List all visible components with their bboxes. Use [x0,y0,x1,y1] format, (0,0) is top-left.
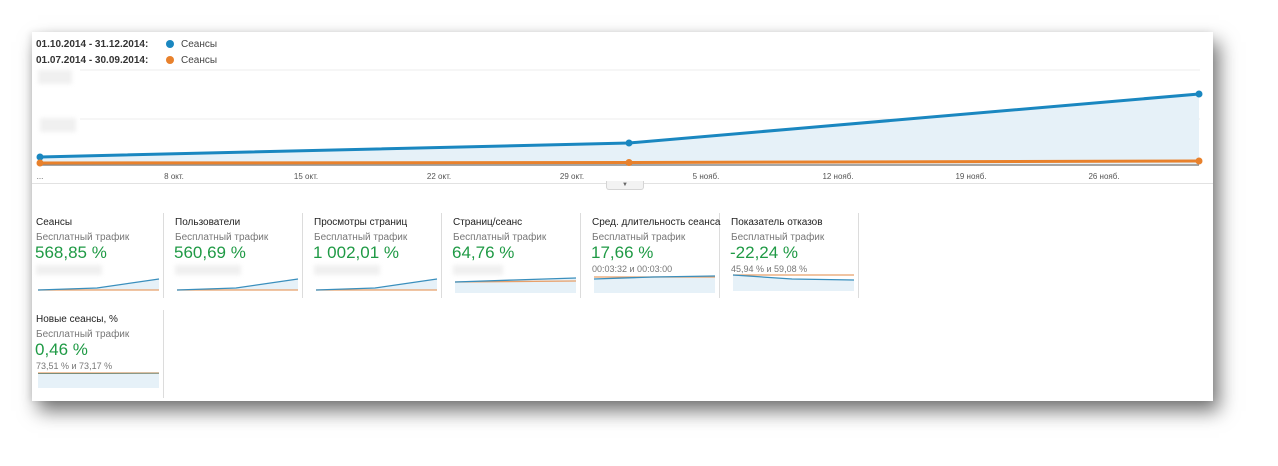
x-tick-label: 5 нояб. [692,172,720,181]
tile-sub-blurred [314,265,380,275]
sessions-line-chart[interactable] [32,68,1213,184]
tile-title: Страниц/сеанс [453,217,523,228]
tile-segment: Бесплатный трафик [453,232,547,243]
x-tick-label: 15 окт. [293,172,319,181]
metric-tile-avg-session-duration[interactable]: Сред. длительность сеанса Бесплатный тра… [588,213,720,298]
tile-sub-blurred [36,265,102,275]
metric-tile-users[interactable]: Пользователи Бесплатный трафик 560,69 % [171,213,303,298]
x-tick-label: 19 нояб. [955,172,987,181]
legend-date-range: 01.07.2014 - 30.09.2014: [36,54,149,66]
analytics-panel: 01.10.2014 - 31.12.2014: Сеансы 01.07.20… [32,32,1213,401]
sparkline [37,278,160,291]
legend-metric-label: Сеансы [181,38,218,50]
tile-change-value: 17,66 % [591,243,654,262]
metric-tile-sessions[interactable]: Сеансы Бесплатный трафик 568,85 % [32,213,164,298]
tile-segment: Бесплатный трафик [592,232,686,243]
metric-tile-pages-per-session[interactable]: Страниц/сеанс Бесплатный трафик 64,76 % [449,213,581,298]
tile-compare-values: 73,51 % и 73,17 % [36,361,113,371]
tile-change-value: 1 002,01 % [313,243,400,262]
tile-title: Показатель отказов [731,217,823,228]
tile-segment: Бесплатный трафик [175,232,269,243]
tile-sub-blurred [175,265,241,275]
x-tick-label: 8 окт. [164,172,184,181]
tile-compare-values: 00:03:32 и 00:03:00 [592,264,673,274]
sparkline [454,277,577,293]
x-tick-label: 29 окт. [559,172,585,181]
series-dot-icon [166,40,174,48]
chevron-down-icon: ▼ [622,182,628,188]
metric-tile-bounce-rate[interactable]: Показатель отказов Бесплатный трафик -22… [727,213,859,298]
x-tick-label: 22 окт. [426,172,452,181]
sparkline [315,278,438,291]
collapse-chart-button[interactable]: ▼ [606,181,644,190]
x-tick-label: 12 нояб. [822,172,854,181]
tile-change-value: -22,24 % [730,243,799,262]
tile-title: Сред. длительность сеанса [592,217,721,228]
tile-compare-values: 45,94 % и 59,08 % [731,264,808,274]
x-axis-labels: ... 8 окт. 15 окт. 22 окт. 29 окт. 5 ноя… [32,172,1213,184]
tile-title: Просмотры страниц [314,217,408,228]
y-axis-label-blurred [40,118,76,132]
chart-legend: 01.10.2014 - 31.12.2014: Сеансы 01.07.20… [36,36,217,68]
metric-tile-new-sessions[interactable]: Новые сеансы, % Бесплатный трафик 0,46 %… [32,310,164,398]
sparkline [38,372,160,388]
series-dot-icon [166,56,174,64]
legend-row-current[interactable]: 01.10.2014 - 31.12.2014: Сеансы [36,36,217,52]
sparkline [176,278,299,291]
y-axis-label-blurred [38,70,72,84]
sparkline [732,274,855,291]
tile-segment: Бесплатный трафик [731,232,825,243]
x-tick-label: ... [36,172,44,181]
tile-segment: Бесплатный трафик [36,232,130,243]
legend-date-range: 01.10.2014 - 31.12.2014: [36,38,149,50]
tile-change-value: 64,76 % [452,243,515,262]
tile-segment: Бесплатный трафик [314,232,408,243]
sparkline [593,275,716,293]
tile-change-value: 0,46 % [35,340,88,359]
tile-title: Пользователи [175,217,241,228]
x-tick-label: 26 нояб. [1088,172,1120,181]
tile-title: Новые сеансы, % [36,314,118,325]
legend-row-previous[interactable]: 01.07.2014 - 30.09.2014: Сеансы [36,52,217,68]
tile-change-value: 568,85 % [35,243,107,262]
tile-title: Сеансы [36,217,73,228]
tile-change-value: 560,69 % [174,243,246,262]
tile-segment: Бесплатный трафик [36,329,130,340]
legend-metric-label: Сеансы [181,54,218,66]
metric-tile-pageviews[interactable]: Просмотры страниц Бесплатный трафик 1 00… [310,213,442,298]
tile-sub-blurred [453,265,503,275]
